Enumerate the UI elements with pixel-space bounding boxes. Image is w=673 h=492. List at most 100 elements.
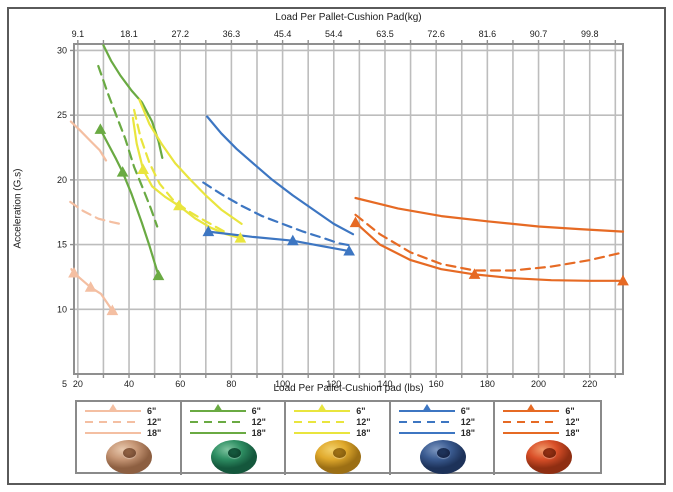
legend-entry-label: 6" xyxy=(356,405,366,416)
series-marker-orange xyxy=(617,274,629,286)
x-tick-label-lbs: 220 xyxy=(582,379,597,389)
legend-line xyxy=(85,432,141,434)
legend-group-tan: 6" 12" 18" xyxy=(77,402,182,475)
series-line-green-18in xyxy=(102,44,164,159)
x-tick-label-lbs: 120 xyxy=(326,379,341,389)
cushion-pad-hole xyxy=(123,448,137,459)
y-tick-label: 15 xyxy=(57,240,67,250)
legend-line xyxy=(398,421,455,423)
legend-line-solid-sample xyxy=(85,428,141,437)
x-tick-label-kg: 45.4 xyxy=(274,29,292,39)
plot-border xyxy=(73,43,624,375)
x-tick-label-kg: 81.6 xyxy=(479,29,497,39)
legend-group-green: 6" 12" 18" xyxy=(182,402,287,475)
series-line-blue-18in xyxy=(206,115,355,236)
series-line-yellow-18in xyxy=(138,98,243,225)
cushion-pad-hole xyxy=(227,448,241,459)
legend-entry: 18" xyxy=(189,427,279,438)
legend-entry-label: 18" xyxy=(147,427,162,438)
legend-entry: 12" xyxy=(503,416,594,427)
series-marker-yellow xyxy=(234,232,247,243)
legend-group-blue: 6" 12" 18" xyxy=(391,402,496,475)
x-tick-label-lbs: 160 xyxy=(429,379,444,389)
bottom-axis-title: Load Per Pallet-Cushion pad (lbs) xyxy=(273,383,424,394)
legend-entry: 18" xyxy=(294,427,383,438)
triangle-marker-icon xyxy=(421,404,432,412)
series-marker-blue xyxy=(286,234,299,246)
series-marker-blue xyxy=(202,225,215,237)
series-marker-green xyxy=(94,123,107,134)
series-marker-green xyxy=(116,166,129,177)
series-line-orange-12in xyxy=(354,213,625,272)
y-tick-label: 30 xyxy=(57,45,67,55)
series-marker-green xyxy=(152,269,165,281)
cushion-pad-hole xyxy=(332,448,346,459)
cushion-pad-image-row xyxy=(190,440,279,474)
series-line-tan-18in xyxy=(69,120,108,162)
cushion-pad-image xyxy=(210,440,257,474)
legend-line xyxy=(398,432,455,434)
cushion-pad-image xyxy=(525,440,572,474)
series-marker-tan xyxy=(68,267,80,278)
series-marker-tan xyxy=(106,304,119,316)
legend-line-dashed-sample xyxy=(189,417,246,426)
x-tick-label-kg: 18.1 xyxy=(120,29,138,39)
legend-entry-label: 18" xyxy=(565,427,580,438)
cushion-pad-image xyxy=(315,440,362,474)
legend-line-dashed-sample xyxy=(85,417,141,426)
triangle-marker-icon xyxy=(317,404,328,412)
legend-entry-label: 6" xyxy=(251,405,261,416)
series-marker-blue xyxy=(343,245,355,256)
cushion-pad-hole xyxy=(437,448,451,459)
legend-entry: 12" xyxy=(189,416,279,427)
plot-canvas: 20 9.1 40 18.1 60 27.2 80 36.3 100 45.4 120 54.4 140… xyxy=(57,29,629,389)
legend-line xyxy=(85,421,141,423)
cushion-pad-image-row xyxy=(85,440,174,474)
top-axis-title: Load Per Pallet-Cushion Pad(kg) xyxy=(275,12,422,23)
legend-group-orange: 6" 12" 18" xyxy=(495,402,600,475)
legend-entry: 12" xyxy=(294,416,383,427)
legend-line-solid-sample xyxy=(189,428,246,437)
legend-group-yellow: 6" 12" 18" xyxy=(286,402,391,475)
legend-line-solid-sample xyxy=(85,404,141,415)
legend-line xyxy=(189,421,246,423)
series-line-yellow-12in xyxy=(133,108,233,237)
legend-line xyxy=(294,432,351,434)
legend-line-solid-sample xyxy=(503,428,560,437)
legend-line-dashed-sample xyxy=(503,417,560,426)
series-marker-yellow xyxy=(173,199,185,211)
legend-line-solid-sample xyxy=(189,404,246,415)
cushion-pad-image-row xyxy=(399,440,488,474)
triangle-marker-icon xyxy=(108,404,118,412)
triangle-marker-icon xyxy=(526,404,537,412)
legend-entry-label: 18" xyxy=(251,427,266,438)
legend-line-solid-sample xyxy=(294,404,351,415)
x-tick-label-kg: 54.4 xyxy=(325,29,343,39)
series-line-yellow-6in xyxy=(131,116,242,240)
cushion-pad-hole xyxy=(542,448,556,459)
series-line-orange-6in xyxy=(354,221,625,282)
legend-entry-label: 12" xyxy=(356,416,371,427)
legend-line-dashed-sample xyxy=(398,417,455,426)
x-tick-label-lbs: 20 xyxy=(73,379,83,389)
legend-entry: 6" xyxy=(294,404,383,416)
x-tick-label-kg: 27.2 xyxy=(171,29,189,39)
series-line-orange-18in xyxy=(354,196,625,233)
y-tick-label: 25 xyxy=(57,110,67,120)
chart-area: Load Per Pallet-Cushion Pad(kg) Accelera… xyxy=(12,12,629,394)
legend-line-solid-sample xyxy=(294,428,351,437)
legend: 6" 12" 18" 6" 12" 18" 6" 12" 18" 6" 12" 18" 6" 12" 18" xyxy=(75,400,602,475)
x-tick-label-kg: 36.3 xyxy=(223,29,241,39)
legend-entry-label: 12" xyxy=(251,416,266,427)
x-tick-label-kg: 99.8 xyxy=(581,29,599,39)
legend-line-solid-sample xyxy=(503,404,560,415)
series-line-green-6in xyxy=(99,128,160,277)
legend-line-solid-sample xyxy=(398,428,455,437)
x-tick-label-lbs: 140 xyxy=(377,379,392,389)
legend-entry: 18" xyxy=(85,427,174,438)
legend-entry-label: 18" xyxy=(356,427,371,438)
y-axis-title: Acceleration (G.s) xyxy=(12,168,24,249)
series-marker-tan xyxy=(84,281,97,292)
legend-line xyxy=(294,421,351,423)
legend-line xyxy=(503,421,560,423)
